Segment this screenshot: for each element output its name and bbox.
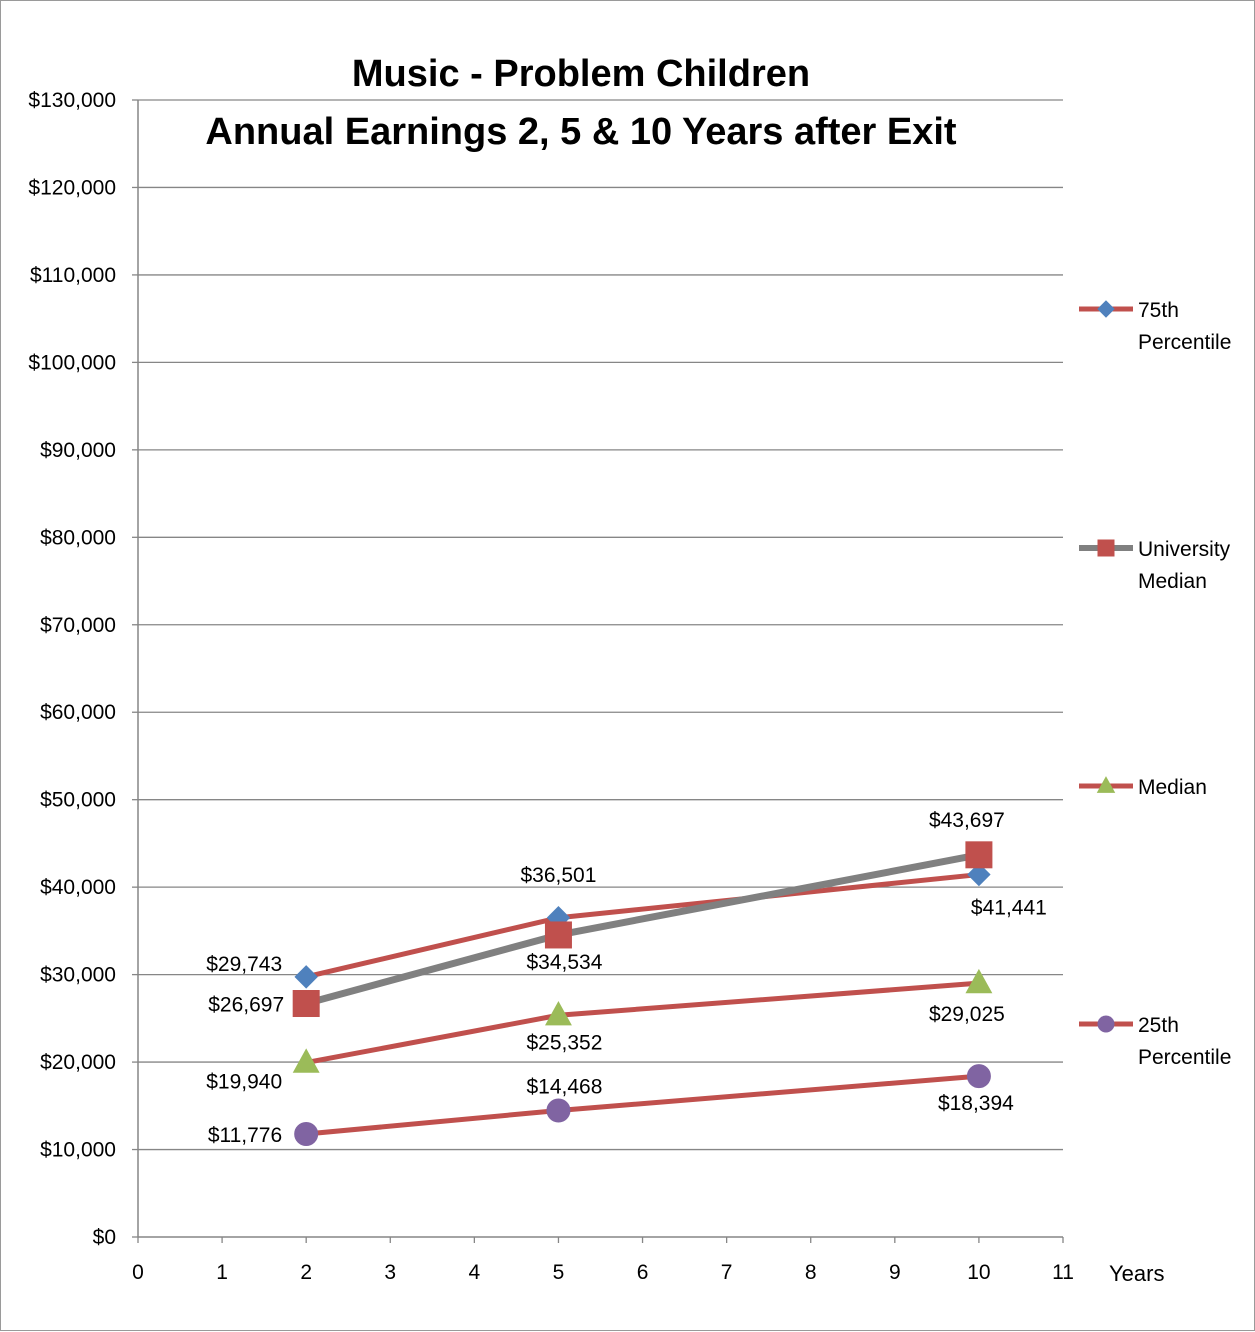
legend-square-marker — [1097, 539, 1115, 557]
data-label: $29,025 — [929, 1003, 1005, 1026]
x-tick-label: 5 — [553, 1261, 565, 1284]
legend-diamond-marker — [1097, 300, 1115, 318]
x-tick-label: 11 — [1052, 1261, 1074, 1284]
x-tick-labels: 0 1 2 3 4 5 6 7 8 9 10 11 — [132, 1261, 1074, 1284]
y-tick-label: $20,000 — [40, 1051, 116, 1074]
data-label: $29,743 — [206, 953, 282, 976]
data-label: $25,352 — [526, 1031, 602, 1054]
chart-title: Music - Problem Children Annual Earnings… — [205, 53, 957, 153]
series-line — [305, 872, 980, 980]
gridlines — [138, 99, 1063, 1151]
circle-marker — [294, 1122, 319, 1147]
legend-triangle-marker — [1096, 776, 1116, 793]
square-marker — [292, 990, 320, 1018]
legend-label: University — [1138, 538, 1231, 561]
diamond-marker — [967, 862, 991, 887]
diamond-marker — [294, 965, 318, 989]
triangle-marker — [545, 1001, 572, 1026]
legend-label: 75th — [1138, 299, 1179, 322]
x-tick-label: 1 — [216, 1261, 228, 1284]
square-marker — [544, 921, 572, 949]
y-tick-labels: $0 $10,000 $20,000 $30,000 $40,000 $50,000 $60… — [28, 89, 116, 1249]
legend: 75th Percentile University Median Median 25th… — [1079, 299, 1231, 1069]
y-tick-label: $120,000 — [28, 176, 116, 199]
series-line — [305, 1073, 980, 1137]
data-label: $43,697 — [929, 809, 1005, 832]
y-tick-label: $40,000 — [40, 876, 116, 899]
triangle-marker — [965, 968, 993, 994]
y-tick-label: $110,000 — [30, 264, 116, 287]
data-label: $11,776 — [208, 1124, 282, 1147]
data-label: $19,940 — [206, 1071, 282, 1094]
x-tick-label: 2 — [300, 1261, 312, 1284]
x-tick-label: 8 — [805, 1261, 817, 1284]
y-tick-label: $130,000 — [28, 89, 116, 112]
x-tick-label: 9 — [889, 1261, 901, 1284]
triangle-marker — [292, 1048, 320, 1073]
data-label: $34,534 — [526, 951, 602, 974]
x-tick-label: 6 — [637, 1261, 649, 1284]
data-label: $26,697 — [208, 994, 284, 1017]
legend-label: 25th — [1138, 1014, 1179, 1037]
y-tick-label: $10,000 — [40, 1139, 116, 1162]
x-tick-label: 0 — [132, 1261, 144, 1284]
y-tick-label: $90,000 — [40, 439, 116, 462]
legend-label: Median — [1138, 776, 1207, 799]
y-tick-label: $50,000 — [40, 789, 116, 812]
y-tick-label: $80,000 — [40, 526, 116, 549]
y-tick-label: $60,000 — [40, 701, 116, 724]
legend-label: Percentile — [1138, 331, 1231, 354]
axes — [132, 99, 1064, 1243]
chart-title-line-1: Music - Problem Children — [352, 53, 810, 95]
x-tick-label: 3 — [384, 1261, 396, 1284]
legend-circle-marker — [1097, 1015, 1115, 1033]
series-markers — [292, 841, 993, 1147]
square-marker — [965, 841, 993, 869]
x-tick-label: 10 — [967, 1261, 990, 1284]
chart-title-line-2: Annual Earnings 2, 5 & 10 Years after Ex… — [205, 111, 957, 153]
data-label: $36,501 — [520, 864, 596, 887]
y-tick-label: $30,000 — [40, 964, 116, 987]
x-axis-title: Years — [1109, 1261, 1164, 1286]
series-lines — [305, 851, 980, 1137]
y-tick-label: $70,000 — [40, 614, 116, 637]
legend-label: Percentile — [1138, 1046, 1231, 1069]
series-line — [305, 851, 980, 1007]
y-tick-label: $100,000 — [28, 351, 116, 374]
data-label: $41,441 — [971, 897, 1047, 920]
y-tick-label: $0 — [93, 1226, 116, 1249]
data-label: $14,468 — [526, 1075, 602, 1098]
data-labels: $29,743 $36,501 $41,441 $26,697 $34,534 $43,6… — [206, 809, 1047, 1147]
circle-marker — [966, 1064, 991, 1089]
series-line — [305, 980, 980, 1066]
legend-label: Median — [1138, 570, 1207, 593]
x-tick-label: 4 — [469, 1261, 481, 1284]
circle-marker — [546, 1098, 571, 1123]
x-tick-label: 7 — [721, 1261, 733, 1284]
data-label: $18,394 — [938, 1092, 1014, 1115]
